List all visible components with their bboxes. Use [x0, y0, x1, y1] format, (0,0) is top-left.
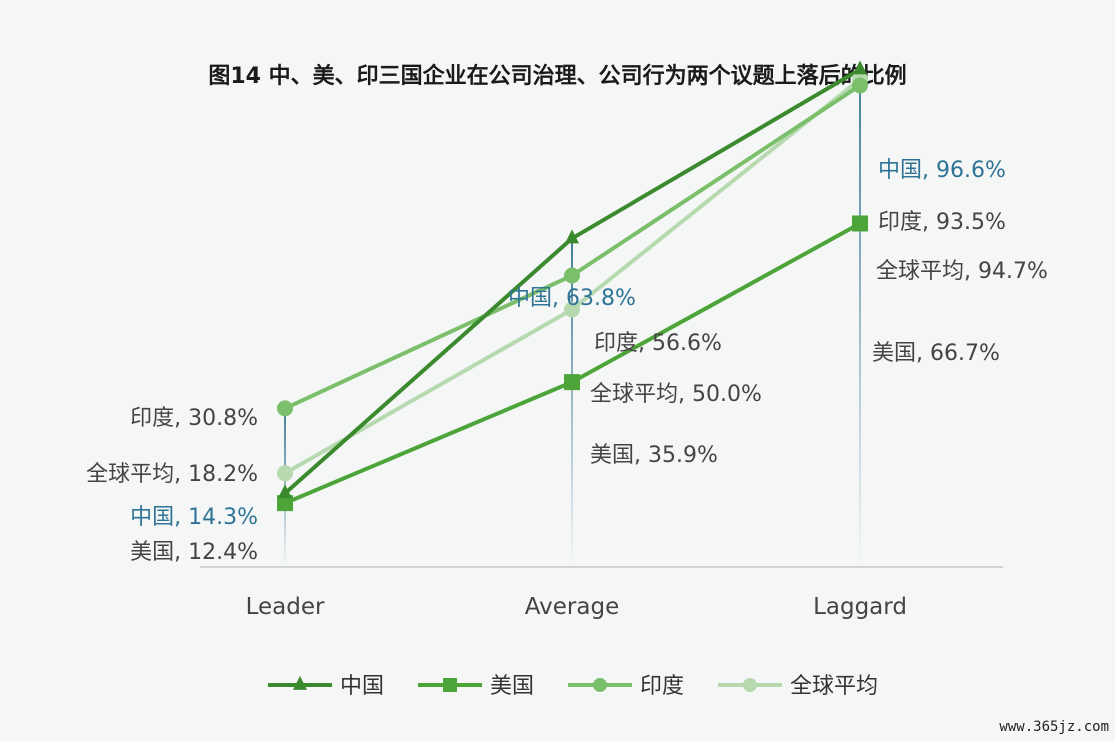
data-label-series-0-2: 中国, 96.6% [878, 158, 1006, 183]
x-tick-label-average: Average [525, 594, 619, 620]
legend-label-0: 中国 [340, 674, 384, 699]
drop-line-average [571, 238, 573, 567]
x-tick-label-laggard: Laggard [813, 594, 907, 620]
series-0-point-2 [853, 60, 867, 75]
series-1-point-2 [852, 215, 868, 232]
series-2-point-1 [564, 267, 580, 284]
legend-marker-3 [743, 678, 757, 692]
data-label-series-2-1: 印度, 56.6% [594, 331, 722, 356]
data-label-series-2-2: 印度, 93.5% [878, 210, 1006, 235]
series-2-point-0 [277, 400, 293, 417]
legend-label-2: 印度 [640, 674, 684, 699]
data-label-series-0-0: 中国, 14.3% [130, 505, 258, 530]
series-0-point-1 [565, 229, 579, 244]
data-label-series-3-0: 全球平均, 18.2% [86, 462, 258, 487]
series-0-point-0 [278, 484, 292, 499]
chart-title: 图14 中、美、印三国企业在公司治理、公司行为两个议题上落后的比例 [208, 64, 907, 89]
series-3-point-1 [564, 301, 580, 318]
legend-marker-2 [593, 678, 607, 692]
data-label-series-3-1: 全球平均, 50.0% [590, 382, 762, 407]
legend-label-3: 全球平均 [790, 674, 878, 699]
data-label-series-1-2: 美国, 66.7% [872, 341, 1000, 366]
data-label-series-1-0: 美国, 12.4% [130, 540, 258, 565]
legend-label-1: 美国 [490, 674, 534, 699]
x-tick-label-leader: Leader [246, 594, 325, 620]
series-1-point-1 [564, 374, 580, 391]
series-1-point-0 [277, 495, 293, 512]
legend-marker-0 [293, 675, 307, 690]
data-label-series-0-1: 中国, 63.8% [508, 286, 636, 311]
data-label-series-2-0: 印度, 30.8% [130, 406, 258, 431]
legend-marker-1 [443, 678, 457, 692]
data-label-series-3-2: 全球平均, 94.7% [876, 259, 1048, 284]
drop-line-laggard [859, 69, 861, 567]
watermark: www.365jz.com [999, 719, 1109, 735]
data-label-series-1-1: 美国, 35.9% [590, 443, 718, 468]
series-3-point-0 [277, 465, 293, 482]
series-2-point-2 [852, 77, 868, 94]
